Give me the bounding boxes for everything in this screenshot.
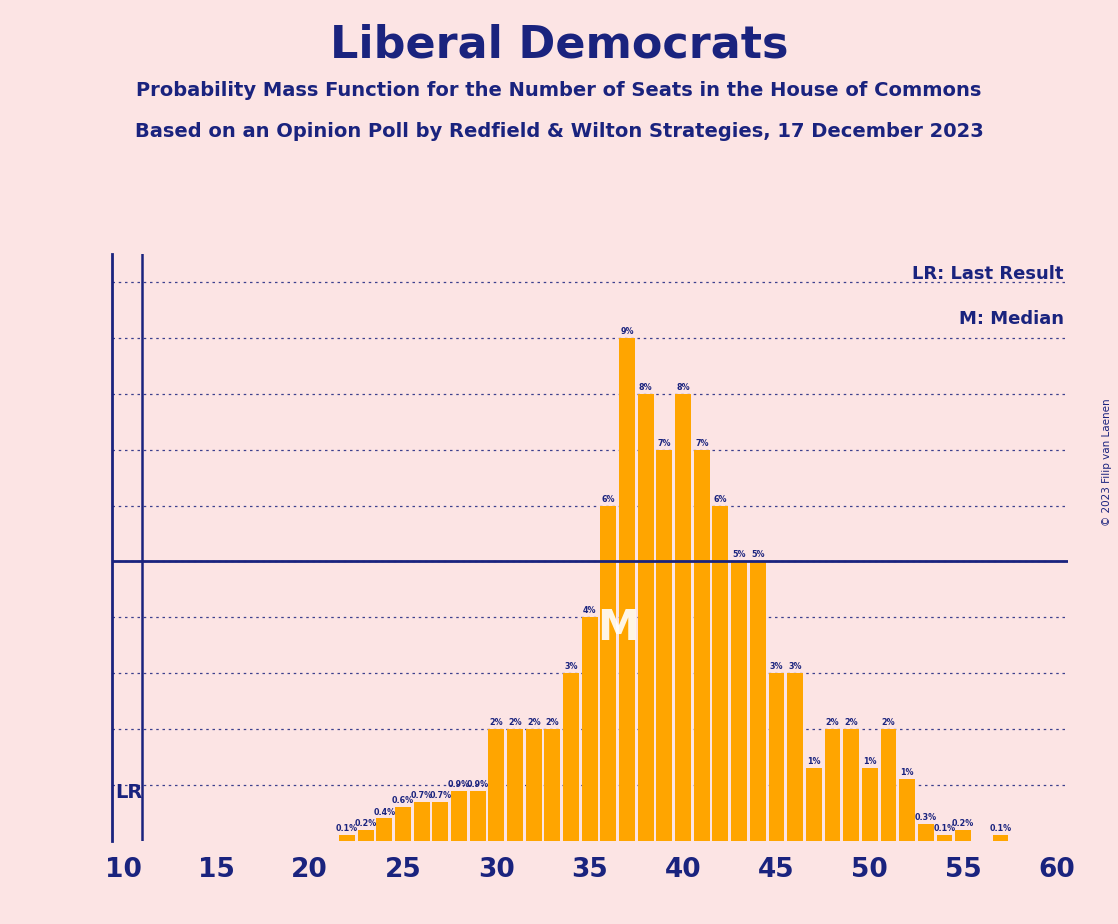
Bar — [712, 505, 728, 841]
Text: 5%: 5% — [732, 551, 746, 560]
Text: 0.4%: 0.4% — [373, 808, 396, 817]
Bar — [694, 450, 710, 841]
Text: 6%: 6% — [601, 494, 615, 504]
Bar — [600, 505, 616, 841]
Bar — [843, 729, 859, 841]
Bar — [955, 830, 972, 841]
Bar — [339, 835, 356, 841]
Text: 0.9%: 0.9% — [466, 780, 489, 788]
Text: 0.1%: 0.1% — [989, 824, 1012, 833]
Text: 2%: 2% — [527, 718, 540, 727]
Text: Liberal Democrats: Liberal Democrats — [330, 23, 788, 67]
Text: M: Median: M: Median — [959, 310, 1064, 328]
Text: 2%: 2% — [490, 718, 503, 727]
Bar — [544, 729, 560, 841]
Text: LR: LR — [115, 783, 143, 802]
Text: 0.2%: 0.2% — [354, 819, 377, 828]
Text: Based on an Opinion Poll by Redfield & Wilton Strategies, 17 December 2023: Based on an Opinion Poll by Redfield & W… — [134, 122, 984, 141]
Bar — [581, 617, 598, 841]
Bar — [824, 729, 841, 841]
Text: 0.1%: 0.1% — [337, 824, 358, 833]
Text: © 2023 Filip van Laenen: © 2023 Filip van Laenen — [1102, 398, 1111, 526]
Bar — [377, 819, 392, 841]
Bar — [433, 802, 448, 841]
Text: 3%: 3% — [565, 663, 578, 671]
Bar — [358, 830, 373, 841]
Bar — [638, 394, 654, 841]
Bar — [470, 791, 485, 841]
Text: 8%: 8% — [676, 383, 690, 392]
Text: 0.3%: 0.3% — [915, 813, 937, 822]
Bar — [675, 394, 691, 841]
Bar — [768, 674, 785, 841]
Text: 0.7%: 0.7% — [429, 791, 452, 800]
Text: 3%: 3% — [769, 663, 784, 671]
Bar — [525, 729, 541, 841]
Text: 5%: 5% — [751, 551, 765, 560]
Bar — [750, 562, 766, 841]
Text: 2%: 2% — [882, 718, 896, 727]
Text: 2%: 2% — [825, 718, 840, 727]
Bar — [787, 674, 803, 841]
Text: 0.2%: 0.2% — [953, 819, 974, 828]
Bar — [395, 808, 411, 841]
Text: 0.1%: 0.1% — [934, 824, 956, 833]
Bar — [619, 338, 635, 841]
Text: 4%: 4% — [582, 606, 597, 615]
Text: 0.6%: 0.6% — [392, 796, 414, 806]
Bar — [862, 768, 878, 841]
Text: 1%: 1% — [863, 758, 877, 766]
Bar — [937, 835, 953, 841]
Text: 2%: 2% — [546, 718, 559, 727]
Bar — [881, 729, 897, 841]
Bar — [731, 562, 747, 841]
Text: 6%: 6% — [713, 494, 727, 504]
Text: 8%: 8% — [639, 383, 653, 392]
Text: LR: Last Result: LR: Last Result — [912, 265, 1064, 284]
Bar — [489, 729, 504, 841]
Bar — [452, 791, 467, 841]
Text: M: M — [597, 607, 638, 650]
Bar — [656, 450, 672, 841]
Text: 0.7%: 0.7% — [410, 791, 433, 800]
Bar — [414, 802, 429, 841]
Text: 3%: 3% — [788, 663, 802, 671]
Bar — [899, 779, 915, 841]
Text: 2%: 2% — [509, 718, 522, 727]
Bar — [918, 824, 934, 841]
Text: 7%: 7% — [657, 439, 671, 448]
Text: 0.9%: 0.9% — [448, 780, 471, 788]
Text: 9%: 9% — [620, 327, 634, 336]
Text: 1%: 1% — [900, 769, 913, 777]
Text: 7%: 7% — [695, 439, 709, 448]
Text: Probability Mass Function for the Number of Seats in the House of Commons: Probability Mass Function for the Number… — [136, 81, 982, 101]
Bar — [508, 729, 523, 841]
Bar — [563, 674, 579, 841]
Bar — [806, 768, 822, 841]
Bar — [993, 835, 1008, 841]
Text: 1%: 1% — [807, 758, 821, 766]
Text: 2%: 2% — [844, 718, 858, 727]
